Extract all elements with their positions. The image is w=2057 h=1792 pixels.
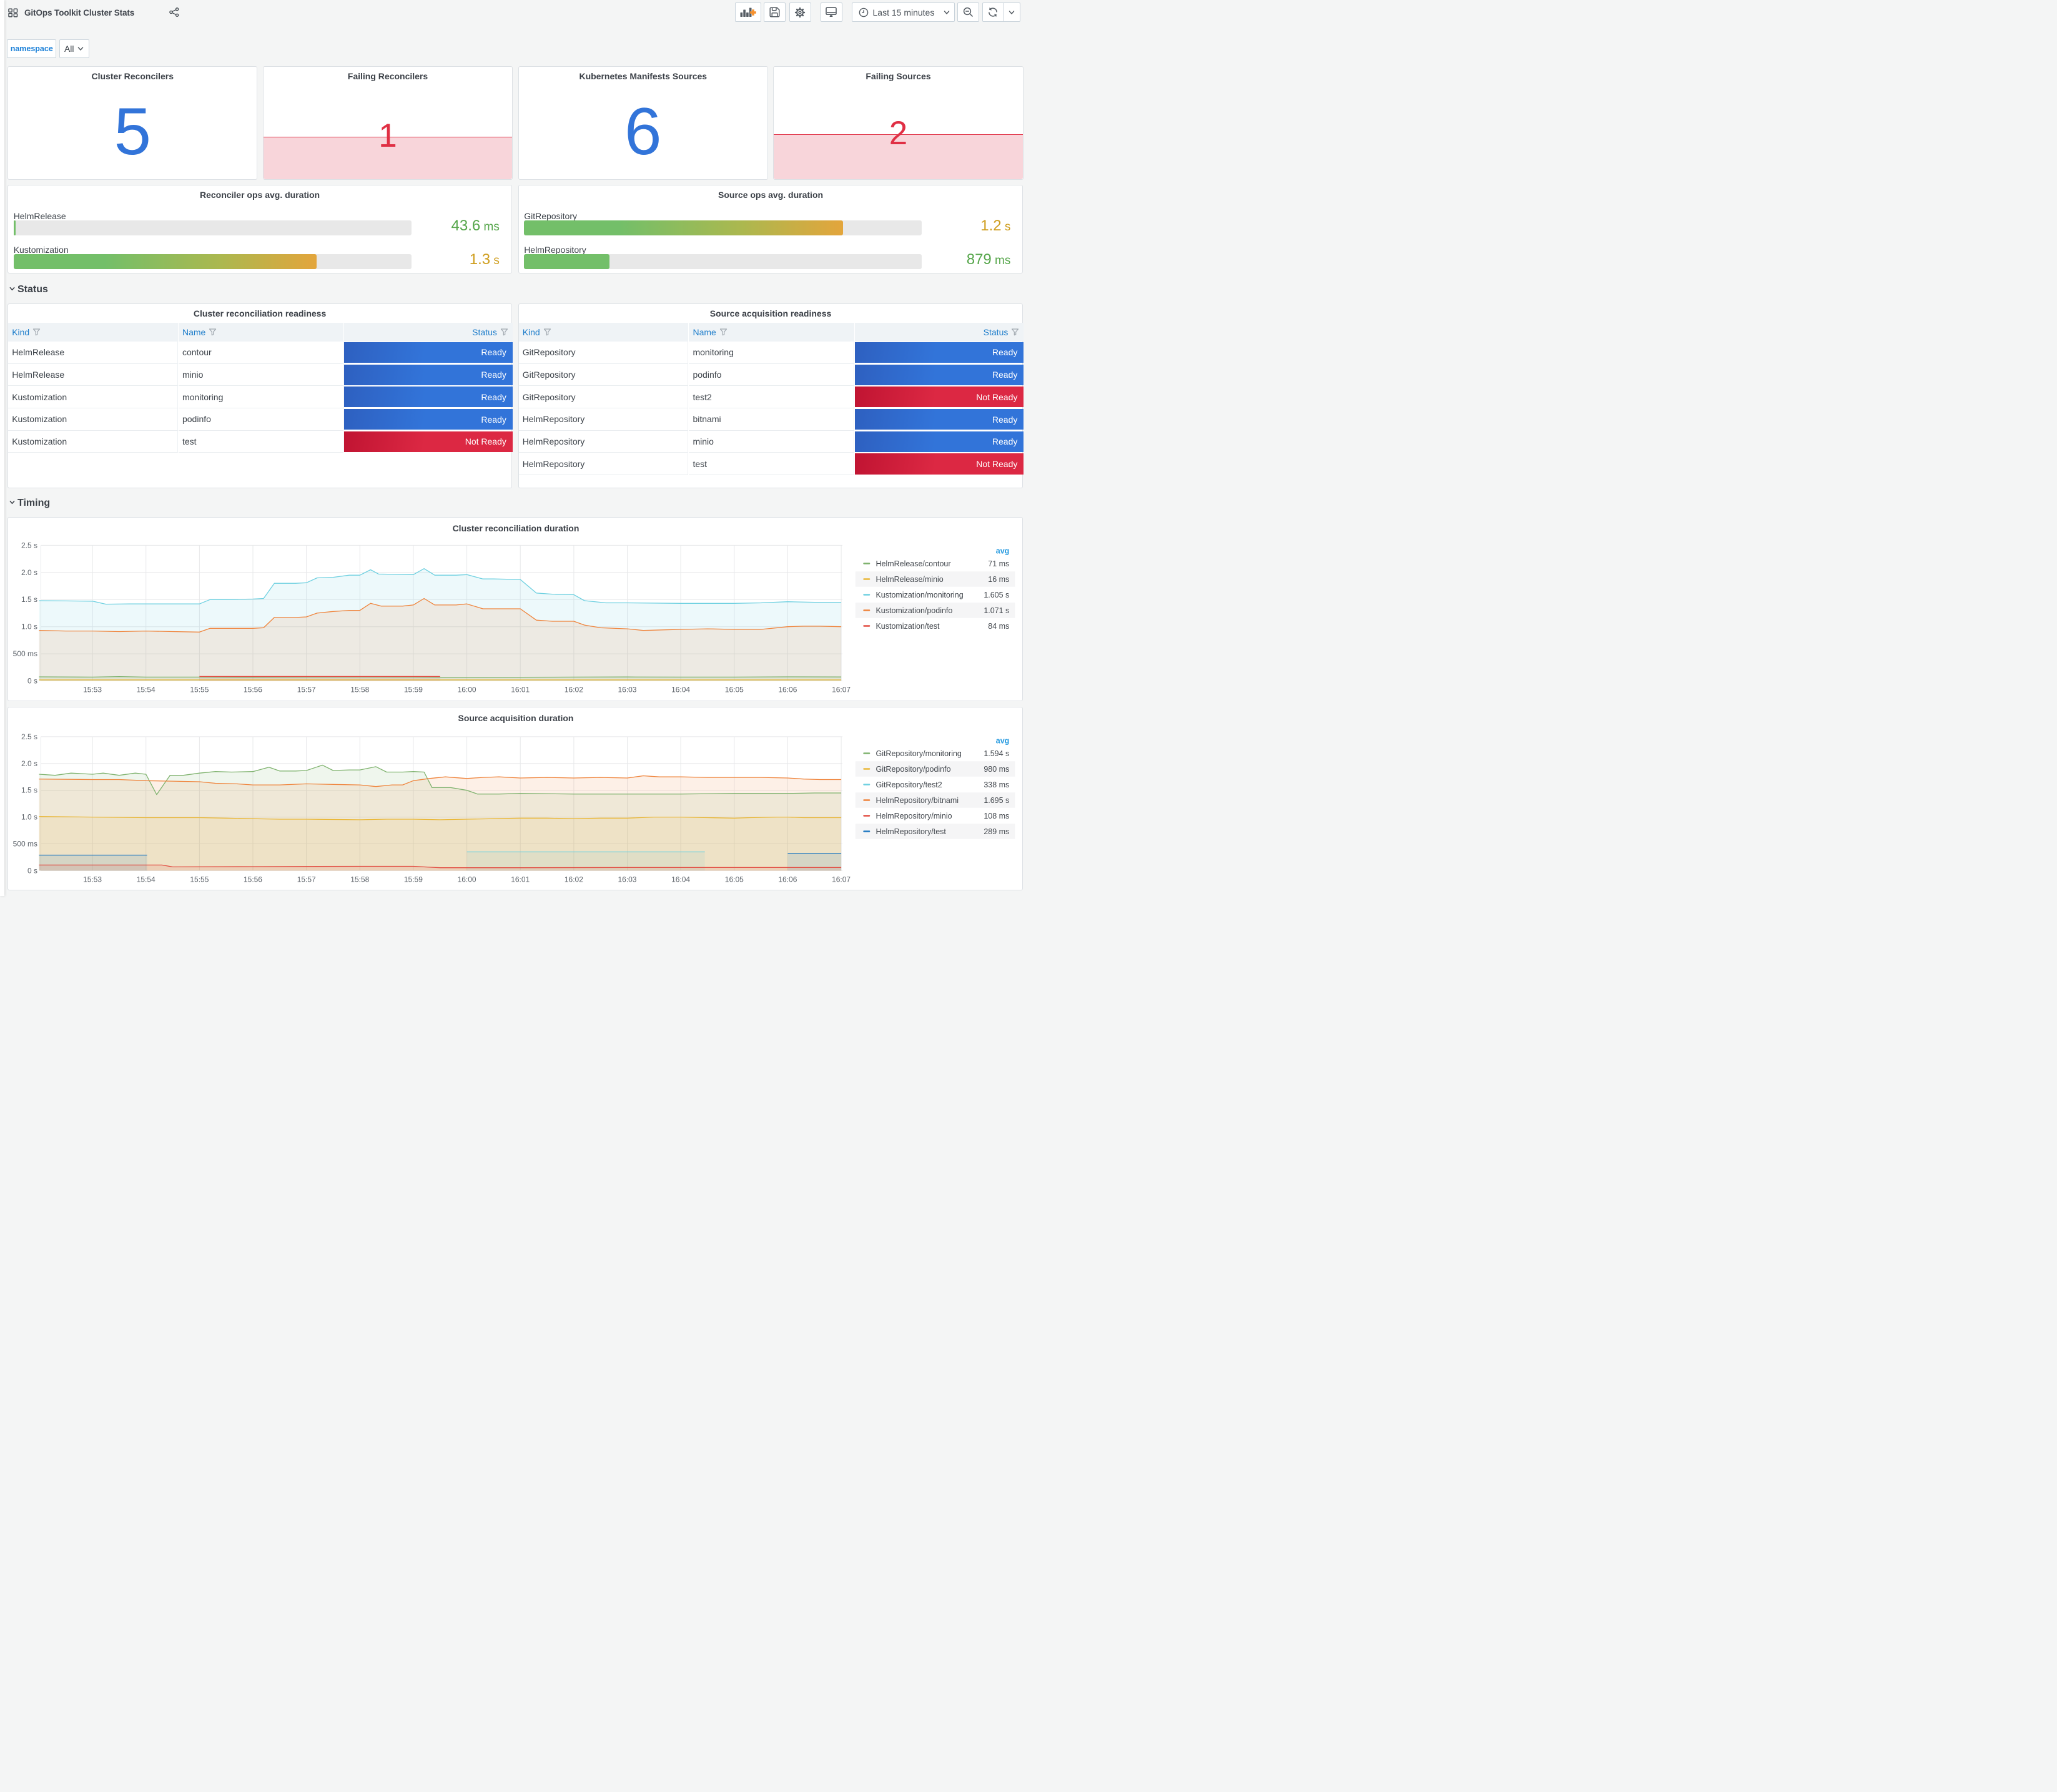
svg-text:15:57: 15:57 [297,875,316,884]
svg-text:HelmRepository/bitnami: HelmRepository/bitnami [876,796,959,805]
svg-text:1.0 s: 1.0 s [21,623,37,631]
svg-text:Kustomization/podinfo: Kustomization/podinfo [876,606,953,615]
svg-text:Kustomization/monitoring: Kustomization/monitoring [876,591,964,599]
svg-text:16 ms: 16 ms [988,575,1009,584]
svg-text:1.594 s: 1.594 s [984,749,1010,758]
svg-text:1.071 s: 1.071 s [984,606,1010,615]
svg-text:15:55: 15:55 [190,875,209,884]
svg-text:15:53: 15:53 [83,685,102,694]
svg-text:15:56: 15:56 [244,875,262,884]
svg-text:2.5 s: 2.5 s [21,732,37,741]
svg-text:15:54: 15:54 [137,875,155,884]
svg-text:1.695 s: 1.695 s [984,796,1010,805]
svg-text:Cluster reconciliation duratio: Cluster reconciliation duration [453,523,580,533]
svg-text:16:05: 16:05 [725,875,744,884]
svg-text:15:56: 15:56 [244,685,262,694]
svg-text:15:59: 15:59 [404,875,423,884]
svg-text:15:54: 15:54 [137,685,155,694]
svg-text:16:03: 16:03 [618,875,637,884]
svg-text:0 s: 0 s [27,866,37,875]
svg-text:1.5 s: 1.5 s [21,786,37,795]
svg-text:71 ms: 71 ms [988,559,1009,568]
svg-text:15:58: 15:58 [350,685,369,694]
svg-text:338 ms: 338 ms [984,780,1010,789]
svg-text:16:06: 16:06 [779,875,797,884]
svg-text:2.0 s: 2.0 s [21,568,37,577]
svg-text:16:01: 16:01 [511,875,530,884]
svg-text:GitRepository/monitoring: GitRepository/monitoring [876,749,962,758]
svg-text:16:04: 16:04 [671,875,690,884]
svg-text:avg: avg [996,737,1010,746]
svg-text:HelmRelease/minio: HelmRelease/minio [876,575,944,584]
svg-text:980 ms: 980 ms [984,765,1010,774]
svg-text:15:57: 15:57 [297,685,316,694]
svg-text:GitRepository/test2: GitRepository/test2 [876,780,942,789]
svg-text:16:02: 16:02 [565,875,583,884]
svg-text:500 ms: 500 ms [13,839,37,848]
svg-text:15:53: 15:53 [83,875,102,884]
svg-text:16:04: 16:04 [671,685,690,694]
svg-text:1.0 s: 1.0 s [21,813,37,822]
svg-text:108 ms: 108 ms [984,812,1010,820]
svg-text:16:06: 16:06 [779,685,797,694]
svg-text:16:00: 16:00 [458,685,476,694]
svg-text:16:07: 16:07 [832,685,851,694]
svg-text:15:55: 15:55 [190,685,209,694]
svg-text:2.0 s: 2.0 s [21,759,37,768]
svg-text:1.5 s: 1.5 s [21,595,37,604]
svg-text:HelmRepository/test: HelmRepository/test [876,827,947,836]
svg-text:15:58: 15:58 [350,875,369,884]
svg-text:16:01: 16:01 [511,685,530,694]
svg-text:HelmRelease/contour: HelmRelease/contour [876,559,951,568]
svg-text:0 s: 0 s [27,676,37,685]
svg-text:16:07: 16:07 [832,875,851,884]
svg-text:16:05: 16:05 [725,685,744,694]
svg-text:avg: avg [996,547,1010,556]
svg-text:Kustomization/test: Kustomization/test [876,622,940,631]
svg-text:HelmRepository/minio: HelmRepository/minio [876,812,952,820]
svg-text:16:03: 16:03 [618,685,637,694]
svg-text:84 ms: 84 ms [988,622,1009,631]
svg-text:16:00: 16:00 [458,875,476,884]
svg-text:15:59: 15:59 [404,685,423,694]
svg-text:Source acquisition duration: Source acquisition duration [458,713,574,723]
svg-text:1.605 s: 1.605 s [984,591,1010,599]
svg-text:500 ms: 500 ms [13,649,37,658]
svg-text:16:02: 16:02 [565,685,583,694]
svg-text:GitRepository/podinfo: GitRepository/podinfo [876,765,951,774]
svg-text:2.5 s: 2.5 s [21,541,37,549]
svg-text:289 ms: 289 ms [984,827,1010,836]
